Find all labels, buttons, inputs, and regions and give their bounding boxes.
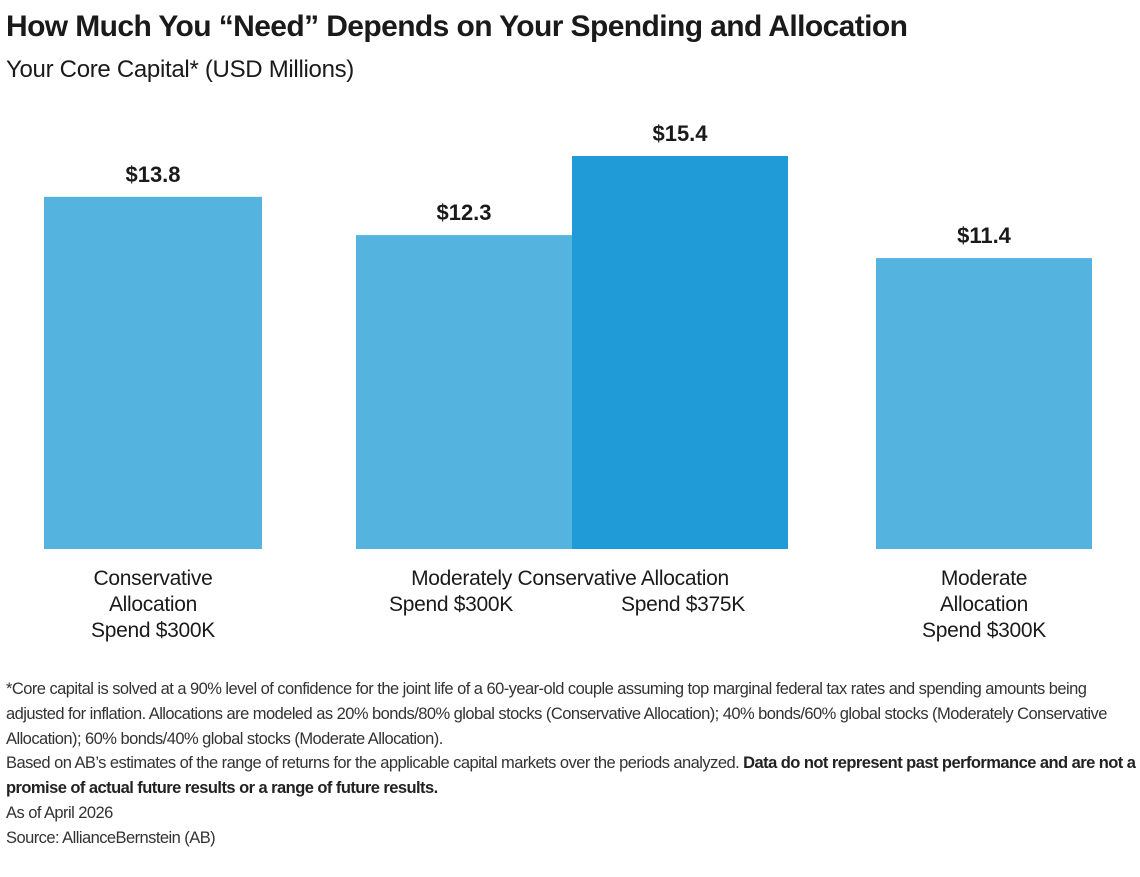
footnote-disclaimer: Data do not represent past performance a… [6, 754, 1136, 798]
bar-4 [876, 258, 1092, 549]
category-line: Conservative [93, 567, 213, 590]
footnote-core-capital: *Core capital is solved at a 90% level o… [6, 680, 1107, 748]
bar-1 [44, 196, 262, 549]
footnote-as-of: As of April 2026 [6, 803, 113, 822]
sub-label-spend-300k: Spend $300K [389, 593, 513, 616]
chart-subtitle: Your Core Capital* (USD Millions) [6, 56, 355, 83]
sub-label-spend-375k: Spend $375K [621, 593, 745, 616]
footnote-estimates-text: Based on AB’s estimates of the range of … [6, 754, 744, 773]
bar-2 [356, 235, 572, 549]
data-label-1: $13.8 [125, 162, 180, 187]
category-line: Spend $300K [91, 619, 215, 642]
footnote-estimates: Based on AB’s estimates of the range of … [6, 751, 1136, 801]
data-label-3: $15.4 [652, 121, 708, 146]
category-label-moderate: Moderate Allocation Spend $300K [876, 566, 1092, 644]
chart-title: How Much You “Need” Depends on Your Spen… [6, 10, 908, 43]
category-line: Moderately Conservative Allocation [411, 567, 729, 590]
category-line: Allocation [939, 593, 1029, 616]
footnote-source: Source: AllianceBernstein (AB) [6, 828, 216, 847]
category-line: Moderate [940, 567, 1028, 590]
data-label-4: $11.4 [957, 223, 1012, 248]
bar-chart: $13.8 $12.3 $15.4 $11.4 [44, 121, 1092, 549]
bar-3 [572, 156, 788, 549]
category-line: Allocation [108, 593, 198, 616]
footnotes: *Core capital is solved at a 90% level o… [6, 677, 1136, 851]
category-label-moderately-conservative: Moderately Conservative Allocation [320, 566, 820, 592]
category-line: Spend $300K [922, 619, 1046, 642]
data-label-2: $12.3 [436, 200, 491, 225]
category-label-conservative: Conservative Allocation Spend $300K [44, 566, 262, 644]
